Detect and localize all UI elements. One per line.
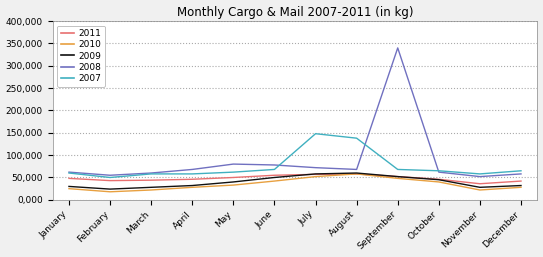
- 2010: [189, 186, 195, 189]
- Line: 2010: 2010: [69, 174, 521, 192]
- 2007: [66, 171, 72, 175]
- 2010: [435, 180, 442, 183]
- 2008: [66, 171, 72, 174]
- 2009: [517, 184, 524, 187]
- 2010: [66, 187, 72, 190]
- 2009: [477, 186, 483, 189]
- 2011: [66, 177, 72, 180]
- 2008: [312, 166, 319, 169]
- 2008: [394, 46, 401, 49]
- 2011: [107, 179, 113, 182]
- Line: 2009: 2009: [69, 173, 521, 189]
- 2010: [271, 180, 277, 183]
- 2007: [394, 168, 401, 171]
- 2009: [394, 175, 401, 178]
- 2009: [353, 171, 360, 175]
- 2011: [271, 174, 277, 177]
- 2008: [230, 162, 237, 166]
- 2009: [230, 180, 237, 183]
- 2007: [517, 169, 524, 172]
- 2011: [435, 178, 442, 181]
- 2010: [312, 175, 319, 178]
- 2007: [312, 132, 319, 135]
- 2008: [517, 172, 524, 176]
- 2007: [189, 172, 195, 176]
- 2007: [435, 169, 442, 172]
- 2007: [148, 172, 154, 176]
- 2009: [312, 172, 319, 176]
- 2009: [107, 188, 113, 191]
- 2010: [230, 183, 237, 187]
- Title: Monthly Cargo & Mail 2007-2011 (in kg): Monthly Cargo & Mail 2007-2011 (in kg): [176, 6, 413, 19]
- 2008: [477, 175, 483, 178]
- 2009: [189, 184, 195, 187]
- Line: 2007: 2007: [69, 134, 521, 178]
- Line: 2008: 2008: [69, 48, 521, 177]
- 2008: [435, 171, 442, 174]
- 2007: [107, 176, 113, 179]
- 2011: [477, 182, 483, 185]
- 2008: [148, 171, 154, 175]
- 2008: [353, 168, 360, 171]
- Legend: 2011, 2010, 2009, 2008, 2007: 2011, 2010, 2009, 2008, 2007: [57, 26, 105, 87]
- 2009: [66, 185, 72, 188]
- 2007: [477, 172, 483, 176]
- 2011: [517, 180, 524, 183]
- 2011: [230, 176, 237, 179]
- 2008: [271, 163, 277, 167]
- 2011: [148, 179, 154, 182]
- 2011: [189, 178, 195, 181]
- 2010: [107, 190, 113, 193]
- 2010: [353, 172, 360, 176]
- 2010: [394, 177, 401, 180]
- 2009: [148, 186, 154, 189]
- 2010: [148, 188, 154, 191]
- 2009: [435, 178, 442, 181]
- 2009: [271, 176, 277, 179]
- 2010: [477, 188, 483, 191]
- 2007: [271, 168, 277, 171]
- 2011: [312, 173, 319, 176]
- 2008: [107, 174, 113, 177]
- 2010: [517, 186, 524, 189]
- 2008: [189, 168, 195, 171]
- 2007: [230, 171, 237, 174]
- 2007: [353, 137, 360, 140]
- Line: 2011: 2011: [69, 174, 521, 184]
- 2011: [394, 175, 401, 178]
- 2011: [353, 172, 360, 176]
